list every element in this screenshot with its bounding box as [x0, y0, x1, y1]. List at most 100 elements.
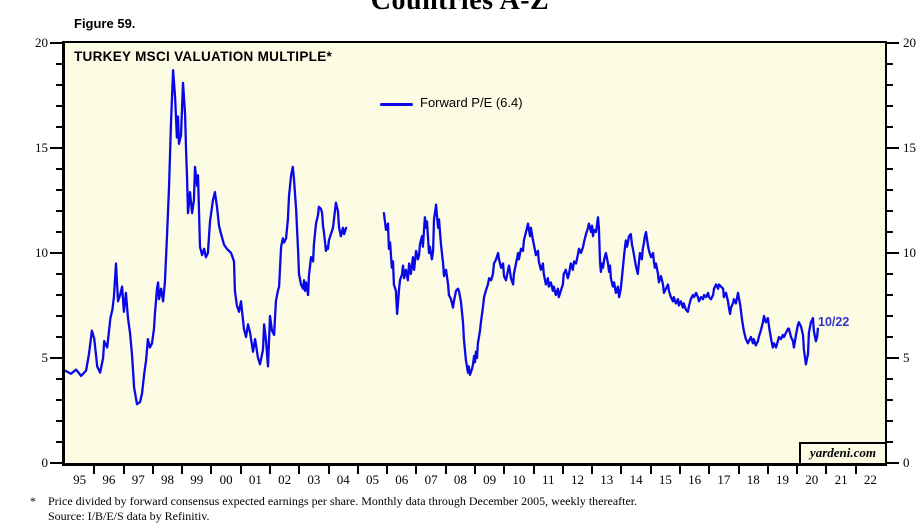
y-axis-label-right: 0: [903, 455, 910, 470]
y-axis-tick-left: [56, 105, 62, 107]
x-axis-label: 20: [805, 472, 819, 487]
x-axis-label: 16: [688, 472, 702, 487]
y-axis-tick-left: [56, 210, 62, 212]
y-axis-tick-right: [887, 126, 893, 128]
x-axis-label: 08: [453, 472, 467, 487]
legend-line-sample-icon: [380, 103, 413, 106]
y-axis-label-left: 10: [35, 245, 48, 260]
y-axis-tick-left: [50, 42, 62, 44]
y-axis-tick-left: [56, 84, 62, 86]
y-axis-tick-right: [887, 462, 899, 464]
y-axis-tick-right: [887, 168, 893, 170]
y-axis-tick-left: [50, 462, 62, 464]
x-axis-tick: [444, 466, 447, 474]
x-axis-label: 03: [307, 472, 321, 487]
y-axis-tick-right: [887, 231, 893, 233]
x-axis-tick: [503, 466, 506, 474]
x-axis-tick: [122, 466, 125, 474]
y-axis-tick-left: [56, 441, 62, 443]
y-axis-tick-right: [887, 420, 893, 422]
series-line-0: [65, 69, 348, 406]
x-axis-tick: [796, 466, 799, 474]
y-axis-tick-right: [887, 105, 893, 107]
y-axis-tick-left: [56, 294, 62, 296]
footnote-line-2: Source: I/B/E/S data by Refinitiv.: [48, 508, 210, 523]
x-axis-label: 22: [863, 472, 877, 487]
x-axis-tick: [561, 466, 564, 474]
x-axis-label: 15: [658, 472, 672, 487]
x-axis-tick: [737, 466, 740, 474]
x-axis-label: 19: [776, 472, 789, 487]
page-title: Countries A-Z: [370, 0, 550, 16]
x-axis-tick: [708, 466, 711, 474]
y-axis-tick-right: [887, 378, 893, 380]
x-axis-tick: [356, 466, 359, 474]
x-axis-tick: [854, 466, 857, 474]
y-axis-tick-right: [887, 42, 899, 44]
x-axis-tick: [210, 466, 213, 474]
x-axis-tick: [679, 466, 681, 474]
x-axis-tick: [766, 466, 769, 474]
yardeni-watermark: yardeni.com: [798, 442, 885, 463]
x-axis-tick: [239, 466, 242, 474]
x-axis-label: 18: [746, 472, 760, 487]
footnote-line-1: Price divided by forward consensus expec…: [48, 494, 638, 508]
x-axis-label: 98: [161, 472, 174, 487]
x-axis-label: 04: [336, 472, 350, 487]
y-axis-tick-left: [56, 378, 62, 380]
x-axis-label: 11: [541, 472, 555, 487]
y-axis-label-right: 10: [903, 245, 916, 260]
x-axis-tick: [532, 466, 535, 474]
x-axis-label: 06: [395, 472, 409, 487]
y-axis-label-right: 5: [903, 350, 910, 365]
y-axis-tick-left: [56, 315, 62, 317]
x-axis-label: 00: [219, 472, 233, 487]
y-axis-tick-right: [887, 147, 899, 149]
x-axis-label: 13: [600, 472, 614, 487]
forward-pe-line-chart: [65, 69, 820, 406]
x-axis-tick: [181, 466, 184, 474]
x-axis-label: 17: [717, 472, 731, 487]
y-axis-label-left: 20: [35, 35, 48, 50]
y-axis-tick-left: [56, 420, 62, 422]
x-axis-tick: [327, 466, 330, 474]
y-axis-label-left: 5: [41, 350, 49, 365]
x-axis-label: 96: [102, 472, 116, 487]
x-axis-label: 21: [834, 472, 848, 487]
y-axis-tick-right: [887, 441, 893, 443]
y-axis-tick-left: [56, 168, 62, 170]
y-axis-tick-right: [887, 63, 893, 65]
x-axis-tick: [415, 466, 418, 474]
x-axis-label: 07: [424, 472, 438, 487]
y-axis-label-left: 0: [41, 455, 49, 470]
y-axis-tick-right: [887, 252, 899, 254]
y-axis-tick-left: [56, 399, 62, 401]
y-axis-label-left: 15: [35, 140, 48, 155]
y-axis-tick-left: [56, 126, 62, 128]
y-axis-tick-right: [887, 294, 893, 296]
y-axis-tick-right: [887, 273, 893, 275]
chart-title: TURKEY MSCI VALUATION MULTIPLE*: [74, 49, 333, 64]
x-axis-label: 10: [512, 472, 526, 487]
y-axis-tick-left: [50, 252, 62, 254]
y-axis-tick-right: [887, 84, 893, 86]
x-axis-tick: [269, 466, 271, 474]
y-axis-tick-right: [887, 315, 893, 317]
y-axis-label-right: 20: [903, 35, 916, 50]
y-axis-tick-left: [50, 357, 62, 359]
x-axis-tick: [151, 466, 154, 474]
x-axis-label: 02: [278, 472, 292, 487]
x-axis-label: 99: [190, 472, 204, 487]
x-axis-label: 97: [131, 472, 145, 487]
x-axis-tick: [825, 466, 828, 474]
x-axis-label: 95: [73, 472, 87, 487]
x-axis-tick: [386, 466, 389, 474]
x-axis-tick: [474, 466, 476, 474]
footnote-text: Price divided by forward consensus expec…: [48, 494, 908, 523]
x-axis-tick: [591, 466, 594, 474]
y-axis-tick-right: [887, 357, 899, 359]
x-axis-tick: [93, 466, 96, 474]
series-line-1: [382, 203, 820, 376]
footnote-asterisk: *: [30, 494, 36, 508]
